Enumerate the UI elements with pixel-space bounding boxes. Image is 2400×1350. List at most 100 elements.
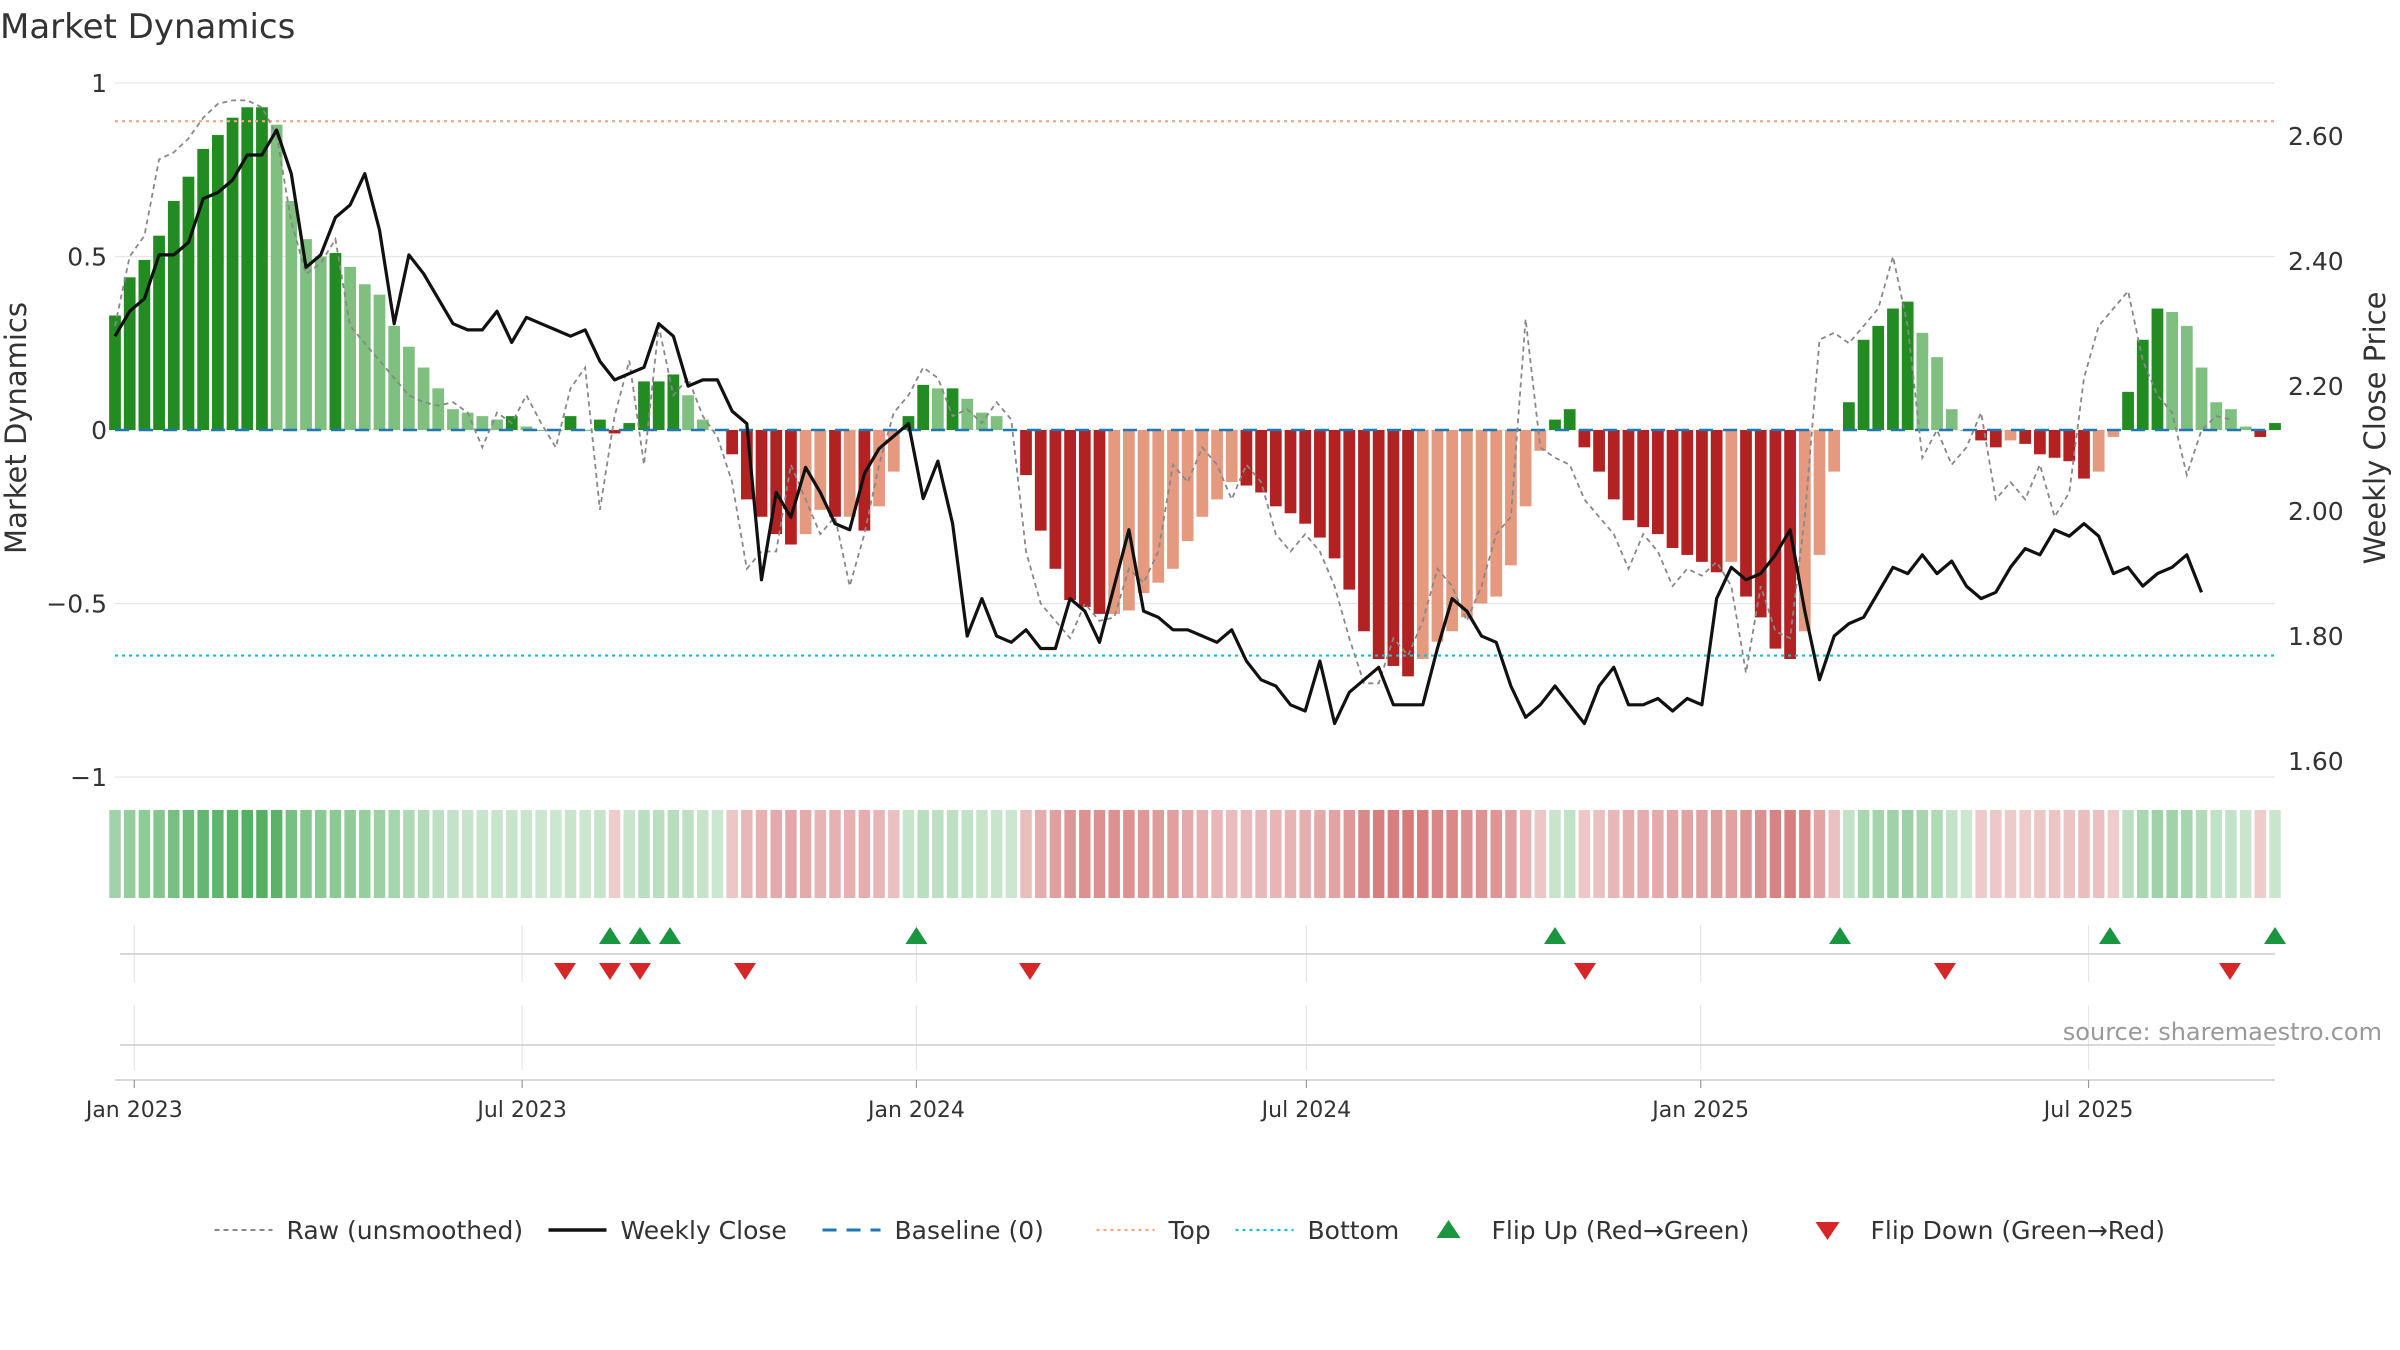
regime-strip-cell <box>2137 810 2149 898</box>
dynamics-bar <box>1857 339 1870 430</box>
dynamics-bar <box>1034 430 1047 531</box>
regime-strip-cell <box>1608 810 1620 898</box>
dynamics-bar <box>1343 430 1356 590</box>
dynamics-bar <box>329 253 342 430</box>
dynamics-bar <box>1681 430 1694 555</box>
dynamics-bar <box>256 107 268 430</box>
regime-strip-cell <box>1534 810 1547 898</box>
regime-strip-cell <box>1020 810 1032 898</box>
regime-strip-cell <box>212 810 224 898</box>
flip-up-marker <box>629 927 651 944</box>
x-tick-label: Jan 2024 <box>866 1098 965 1123</box>
legend-item: Baseline (0) <box>822 1216 1044 1245</box>
legend-item: Flip Down (Green→Red) <box>1815 1216 2165 1245</box>
regime-strip-cell <box>932 810 944 898</box>
dynamics-bar <box>946 388 959 430</box>
dynamics-bar <box>285 200 298 430</box>
dynamics-bar <box>344 266 356 430</box>
x-tick-label: Jan 2023 <box>84 1098 183 1123</box>
regime-strip-cell <box>2122 810 2134 898</box>
flip-up-marker <box>599 927 621 944</box>
regime-strip-cell <box>1549 810 1561 898</box>
regime-strip-cell <box>300 810 312 898</box>
regime-strip-cell <box>623 810 636 898</box>
regime-strip-cell <box>770 810 782 898</box>
dynamics-bar <box>403 346 415 430</box>
dynamics-bar <box>740 430 753 500</box>
dynamics-bar <box>123 277 136 430</box>
axis-layer: 1 0.5 0 −0.5 −1 2.60 2.40 2.20 2.00 1.80 1.60 Jan 2… <box>46 69 2343 1123</box>
dynamics-bar <box>2195 367 2208 430</box>
dynamics-bar <box>990 416 1003 430</box>
dynamics-bar <box>358 284 371 430</box>
legend-label: Flip Up (Red→Green) <box>1492 1216 1750 1245</box>
regime-strip-cell <box>843 810 856 898</box>
dynamics-bar <box>1137 430 1150 594</box>
dynamics-bar <box>1563 409 1576 430</box>
flip-up-marker <box>1544 927 1566 944</box>
dynamics-bar <box>1740 430 1752 597</box>
regime-strip-cell <box>1975 810 1987 898</box>
dynamics-bar <box>1490 430 1503 597</box>
regime-strip-cell <box>682 810 694 898</box>
dynamics-bar <box>564 416 577 430</box>
legend-item: Flip Up (Red→Green) <box>1436 1216 1750 1245</box>
regime-strip-cell <box>1637 810 1649 898</box>
legend-label: Baseline (0) <box>895 1216 1044 1245</box>
y-axis-left-label: Market Dynamics <box>0 302 33 554</box>
regime-strip-cell <box>2210 810 2222 898</box>
regime-strip-cell <box>1813 810 1826 898</box>
flip-markers-panel <box>115 927 2286 1081</box>
regime-strip-cell <box>1622 810 1635 898</box>
regime-strip-cell <box>1960 810 1973 898</box>
regime-strip-cell <box>417 810 430 898</box>
regime-strip-cell <box>902 810 915 898</box>
regime-strip-cell <box>741 810 753 898</box>
dynamics-bar <box>1710 430 1723 573</box>
dynamics-bar <box>2107 430 2120 437</box>
dynamics-bar <box>961 398 974 430</box>
regime-strip-cell <box>638 810 650 898</box>
regime-strip-cell <box>491 810 503 898</box>
legend-label: Bottom <box>1308 1216 1400 1245</box>
regime-strip-cell <box>256 810 268 898</box>
y-axis-right-label: Weekly Close Price <box>2358 292 2392 565</box>
regime-strip-cell <box>1901 810 1914 898</box>
x-tick-label: Jan 2025 <box>1650 1098 1749 1123</box>
regime-strip-cell <box>1916 810 1929 898</box>
dynamics-bar <box>1578 430 1591 448</box>
regime-strip-cell <box>667 810 680 898</box>
dynamics-bar <box>1828 430 1841 472</box>
regime-strip-cell <box>1666 810 1679 898</box>
dynamics-bar <box>1651 430 1664 535</box>
regime-strip-cell <box>1519 810 1532 898</box>
regime-strip-cell <box>814 810 827 898</box>
regime-strip-cell <box>1696 810 1708 898</box>
regime-strip-cell <box>123 810 136 898</box>
weekly-close-line <box>113 128 2203 726</box>
dynamics-bar <box>1505 430 1517 566</box>
regime-strip-cell <box>1167 810 1179 898</box>
y-tick-left-label: −0.5 <box>46 590 107 619</box>
regime-strip-cell <box>388 810 400 898</box>
dynamics-bar <box>2078 430 2090 479</box>
dynamics-bar <box>2048 430 2061 458</box>
regime-strip-cell <box>2166 810 2178 898</box>
regime-strip-cell <box>535 810 547 898</box>
regime-strip-cell <box>1681 810 1693 898</box>
regime-strip-cell <box>1387 810 1400 898</box>
raw-unsmoothed-line <box>114 99 2232 685</box>
dynamics-bar <box>1945 409 1958 430</box>
dynamics-bar <box>197 148 210 430</box>
y-tick-right-label: 1.80 <box>2288 622 2344 651</box>
dynamics-bar <box>652 381 665 430</box>
dynamics-bar <box>2239 426 2252 430</box>
regime-strip-cell <box>1343 810 1356 898</box>
y-tick-left-label: 1 <box>91 69 107 98</box>
dynamics-bar <box>1431 430 1444 642</box>
flip-down-marker <box>1019 963 1041 980</box>
regime-strip-cell <box>1857 810 1870 898</box>
dynamics-bar <box>270 124 283 430</box>
dynamics-bar <box>1725 430 1738 562</box>
dynamics-bar <box>755 430 768 517</box>
